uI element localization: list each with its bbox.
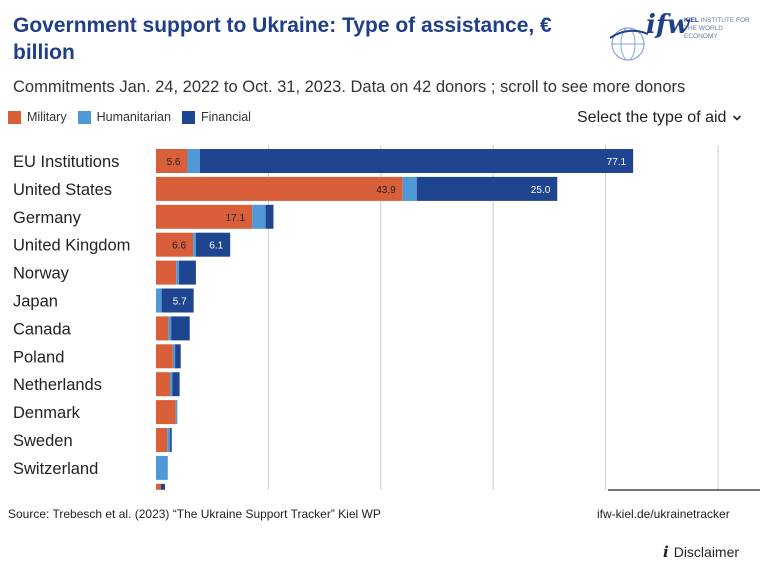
- bar-segment-humanitarian[interactable]: [170, 372, 173, 397]
- legend-swatch-humanitarian: [77, 110, 91, 124]
- bar-segment-financial[interactable]: [195, 232, 231, 257]
- chevron-down-icon: [733, 115, 742, 121]
- bar-segment-military[interactable]: [156, 176, 403, 201]
- bar-segment-military[interactable]: [156, 372, 171, 397]
- chart-title: Government support to Ukraine: Type of a…: [13, 14, 552, 64]
- logo-line3: THE WORLD ECONOMY: [684, 25, 723, 40]
- bar-segment-humanitarian[interactable]: [172, 344, 176, 369]
- category-label: United Kingdom: [13, 237, 130, 255]
- tracker-link[interactable]: ifw-kiel.de/ukrainetracker: [597, 507, 730, 521]
- bar-segment-humanitarian[interactable]: [402, 176, 417, 201]
- data-label: 43.9: [376, 185, 396, 196]
- bar-segment-financial[interactable]: [199, 149, 634, 173]
- bar-segment-financial[interactable]: [416, 176, 558, 201]
- bar-segment-military[interactable]: [156, 232, 194, 257]
- legend-label-military: Military: [27, 110, 67, 124]
- bar-segment-humanitarian[interactable]: [252, 204, 266, 229]
- legend-swatch-financial: [181, 110, 195, 124]
- data-label: 5.7: [173, 297, 187, 308]
- category-label: Poland: [13, 348, 64, 366]
- legend-label-financial: Financial: [200, 110, 251, 124]
- ifw-logo: ifw KIEL INSTITUTE FOR THE WORLD ECONOMY: [606, 8, 751, 64]
- bar-segment-humanitarian[interactable]: [187, 149, 200, 173]
- category-label: Germany: [13, 209, 82, 227]
- bar-segment-financial[interactable]: [161, 288, 194, 313]
- category-label: United States: [13, 181, 112, 199]
- data-label: 25.0: [531, 185, 551, 196]
- legend-item-financial[interactable]: Financial: [181, 110, 251, 124]
- source-note: Source: Trebesch et al. (2023) “The Ukra…: [8, 507, 381, 521]
- bar-segment-military[interactable]: [156, 400, 176, 425]
- bar-segment-military[interactable]: [156, 428, 168, 452]
- aid-type-select[interactable]: Select the type of aid: [577, 109, 742, 127]
- legend-label-humanitarian: Humanitarian: [96, 110, 171, 124]
- category-label: Canada: [13, 320, 72, 338]
- legend-item-military[interactable]: Military: [8, 110, 67, 124]
- legend-swatch-military: [8, 110, 21, 124]
- category-label: Netherlands: [13, 376, 102, 394]
- data-label: 6.1: [209, 241, 223, 252]
- category-label: Denmark: [13, 404, 81, 422]
- data-label: 6.6: [172, 241, 186, 252]
- bar-segment-humanitarian[interactable]: [176, 260, 180, 285]
- logo-mark: ifw: [646, 10, 690, 40]
- disclaimer-button[interactable]: i Disclaimer: [663, 543, 739, 561]
- bar-segment-humanitarian[interactable]: [167, 428, 171, 452]
- legend-item-humanitarian[interactable]: Humanitarian: [77, 110, 171, 124]
- bar-chart: EU Institutions 5.6 77.1 United States 43.9 2…: [13, 145, 760, 491]
- logo-line2: INSTITUTE FOR: [700, 17, 750, 24]
- bar-segment-military[interactable]: [156, 260, 177, 285]
- disclaimer-label: Disclaimer: [673, 544, 740, 560]
- category-label: Switzerland: [13, 460, 98, 478]
- bar-segment-humanitarian[interactable]: [156, 455, 168, 480]
- bar-segment-military[interactable]: [156, 204, 253, 229]
- bar-segment-financial[interactable]: [179, 260, 196, 285]
- bar-segment-financial[interactable]: [175, 344, 181, 369]
- category-label: Sweden: [13, 432, 73, 450]
- logo-line1: KIEL: [684, 17, 699, 24]
- bar-segment-financial[interactable]: [171, 316, 190, 341]
- bar-segment-financial[interactable]: [265, 204, 274, 229]
- bar-segment-financial[interactable]: [172, 372, 180, 397]
- bar-segment-humanitarian[interactable]: [168, 316, 172, 341]
- category-label: EU Institutions: [13, 153, 119, 171]
- data-label: 5.6: [167, 157, 181, 168]
- category-label: Japan: [13, 293, 58, 311]
- globe-icon: [609, 27, 649, 61]
- aid-type-select-label: Select the type of aid: [577, 109, 727, 126]
- bar-segment-military[interactable]: [156, 344, 173, 369]
- category-label: Norway: [13, 265, 70, 283]
- bar-segment-military[interactable]: [156, 316, 169, 341]
- bar-segment-humanitarian[interactable]: [156, 288, 162, 313]
- bar-segment-military[interactable]: [156, 149, 188, 173]
- data-label: 17.1: [226, 213, 246, 224]
- info-icon: i: [663, 543, 669, 561]
- bar-segment-financial[interactable]: [170, 428, 172, 452]
- legend: Military Humanitarian Financial: [8, 110, 262, 124]
- bar-segment-humanitarian[interactable]: [175, 400, 178, 425]
- data-label: 77.1: [607, 157, 627, 168]
- bar-segment-financial: [161, 483, 165, 490]
- bar-segment-military: [156, 483, 161, 490]
- bar-segment-humanitarian[interactable]: [193, 232, 196, 257]
- chart-subtitle: Commitments Jan. 24, 2022 to Oct. 31, 20…: [13, 78, 686, 96]
- logo-text: KIEL INSTITUTE FOR THE WORLD ECONOMY: [684, 17, 754, 41]
